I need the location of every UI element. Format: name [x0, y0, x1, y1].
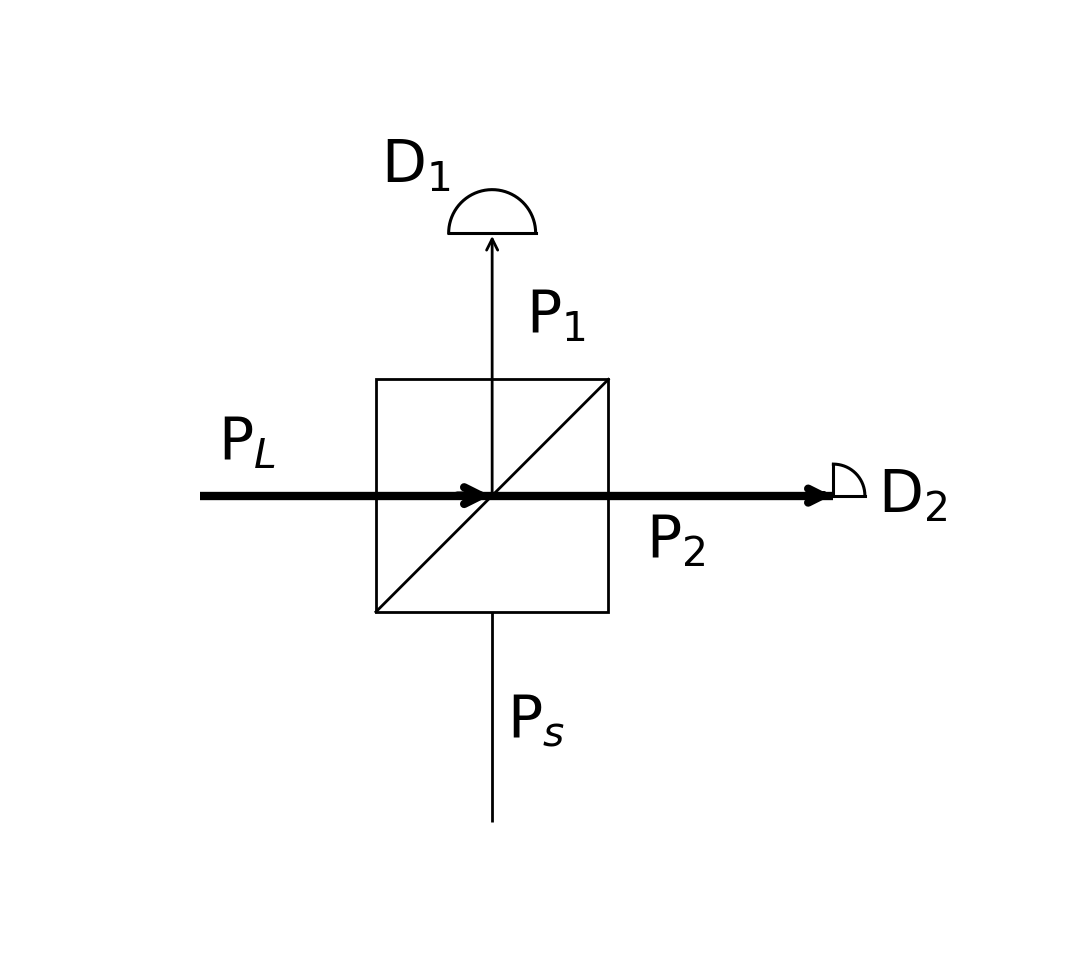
Text: $\mathrm{D}_1$: $\mathrm{D}_1$	[381, 137, 451, 194]
Text: $\mathrm{D}_2$: $\mathrm{D}_2$	[878, 468, 948, 524]
Text: $\mathrm{P}_1$: $\mathrm{P}_1$	[526, 287, 585, 344]
Text: $\mathrm{P}_2$: $\mathrm{P}_2$	[645, 512, 705, 569]
Text: $\mathrm{P}_s$: $\mathrm{P}_s$	[507, 693, 566, 749]
Bar	[376, 380, 608, 612]
Text: $\mathrm{P}_L$: $\mathrm{P}_L$	[218, 415, 276, 471]
